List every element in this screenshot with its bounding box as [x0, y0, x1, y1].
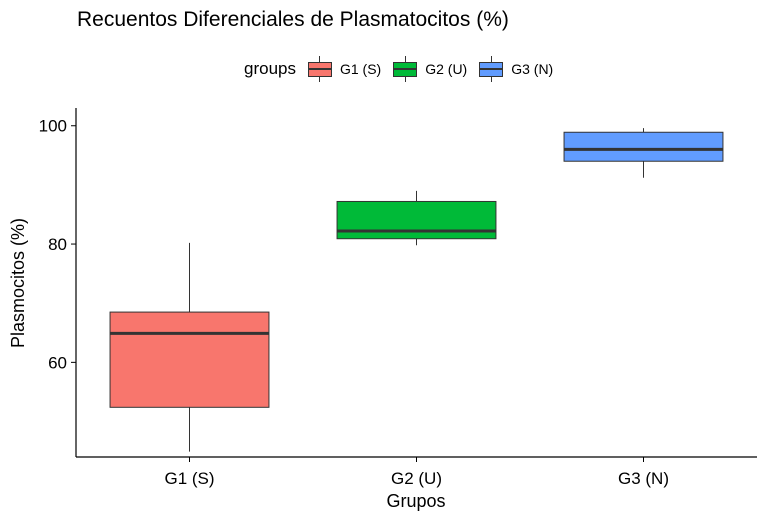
box-iqr — [336, 200, 497, 240]
legend-item-g1: G1 (S) — [307, 56, 382, 82]
legend-label-g2: G2 (U) — [425, 61, 468, 77]
box-iqr — [563, 131, 724, 162]
legend-key-g2 — [393, 56, 418, 82]
x-tick-label: G2 (U) — [391, 469, 442, 488]
x-axis-title: Grupos — [386, 491, 445, 511]
legend-item-g3: G3 (N) — [479, 56, 553, 82]
y-tick-label: 60 — [48, 353, 67, 372]
legend-key-g1 — [307, 56, 332, 82]
legend-label-g3: G3 (N) — [511, 61, 554, 77]
box-group-1 — [109, 242, 270, 452]
legend-item-g2: G2 (U) — [393, 56, 467, 82]
y-axis-title: Plasmocitos (%) — [8, 218, 28, 348]
x-tick-label: G3 (N) — [618, 469, 669, 488]
legend-key-g3 — [479, 56, 504, 82]
x-tick-label: G1 (S) — [164, 469, 214, 488]
legend-title: groups — [244, 59, 296, 78]
y-tick-label: 100 — [39, 117, 67, 136]
box-iqr — [109, 311, 270, 408]
chart-title: Recuentos Diferenciales de Plasmatocitos… — [77, 8, 509, 31]
box-group-3 — [563, 128, 724, 178]
legend: groups G1 (S) G2 (U) G3 (N) — [244, 54, 565, 84]
legend-label-g1: G1 (S) — [339, 61, 382, 77]
y-tick-label: 80 — [48, 235, 67, 254]
box-group-2 — [336, 190, 497, 246]
